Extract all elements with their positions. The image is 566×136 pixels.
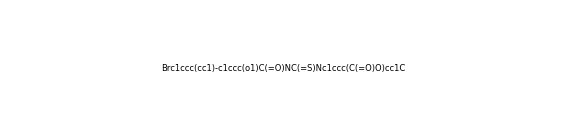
Text: Brc1ccc(cc1)-c1ccc(o1)C(=O)NC(=S)Nc1ccc(C(=O)O)cc1C: Brc1ccc(cc1)-c1ccc(o1)C(=O)NC(=S)Nc1ccc(… — [161, 64, 405, 72]
